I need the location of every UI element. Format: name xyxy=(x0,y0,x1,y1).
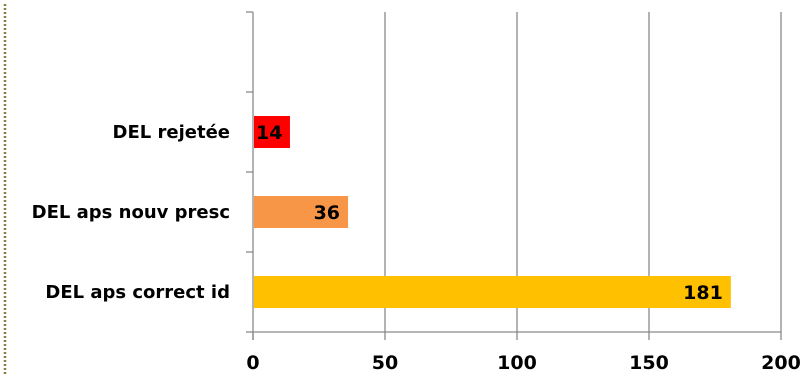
x-tick-label-0: 0 xyxy=(246,352,259,374)
x-tick-label-150: 150 xyxy=(629,352,669,374)
bar-1 xyxy=(254,196,349,228)
data-label-2: 181 xyxy=(683,282,723,304)
category-label-0: DEL rejetée xyxy=(113,122,230,143)
data-label-1: 36 xyxy=(314,202,340,224)
x-tick-label-200: 200 xyxy=(761,352,801,374)
bars xyxy=(254,116,731,308)
x-tick-label-100: 100 xyxy=(497,352,537,374)
labels: 0 50 100 150 200 DEL rejetée 14 DEL aps nouv pr… xyxy=(32,122,801,374)
x-tick-label-50: 50 xyxy=(372,352,398,374)
bar-0 xyxy=(254,116,290,148)
bar-2 xyxy=(254,276,731,308)
axes xyxy=(246,11,782,340)
data-label-0: 14 xyxy=(256,122,282,144)
category-label-2: DEL aps correct id xyxy=(45,282,230,303)
category-label-1: DEL aps nouv presc xyxy=(32,202,230,223)
